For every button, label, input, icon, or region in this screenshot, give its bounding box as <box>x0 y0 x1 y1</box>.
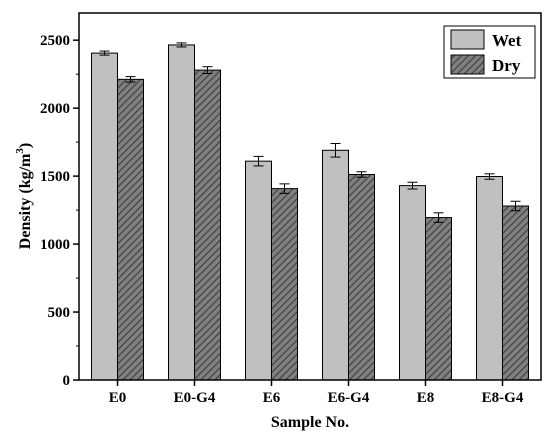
bar-dry <box>502 205 529 381</box>
x-tick-label: E8 <box>417 390 435 406</box>
y-axis-title-close: ) <box>17 143 34 148</box>
y-axis-title-main: Density (kg/m <box>17 153 34 249</box>
bar-wet <box>168 44 195 381</box>
legend-swatch-dry <box>450 54 485 75</box>
y-axis-title-superscript: 3 <box>14 148 26 154</box>
legend-label-dry: Dry <box>492 56 521 75</box>
x-axis: E0 E0-G4 E6 E6-G4 E8 E8-G4 <box>109 380 524 406</box>
bar-dry <box>425 217 452 381</box>
y-tick-label: 0 <box>63 373 71 389</box>
legend-label-wet: Wet <box>492 31 522 50</box>
plot-frame <box>78 12 542 381</box>
bar-wet <box>399 185 426 381</box>
x-tick-label: E0 <box>109 390 127 406</box>
error-bars-layer <box>99 42 521 223</box>
legend: Wet Dry <box>443 25 536 79</box>
bars-layer <box>91 44 529 381</box>
bar-wet <box>322 149 349 381</box>
x-axis-title: Sample No. <box>271 414 349 431</box>
x-tick-label: E6-G4 <box>328 390 370 406</box>
y-tick-label: 2500 <box>40 33 70 49</box>
bar-wet <box>91 52 118 381</box>
legend-swatch-wet <box>450 29 485 50</box>
x-tick-label: E8-G4 <box>482 390 524 406</box>
y-axis-title: Density (kg/m3) <box>14 143 34 249</box>
bar-wet <box>245 160 272 381</box>
bar-dry <box>194 69 221 381</box>
bar-dry <box>348 173 375 381</box>
x-tick-label: E0-G4 <box>174 390 216 406</box>
x-tick-label: E6 <box>263 390 281 406</box>
y-tick-label: 2000 <box>40 101 70 117</box>
y-tick-label: 1500 <box>40 169 70 185</box>
y-axis: 0 500 1000 1500 2000 2500 <box>40 33 79 389</box>
y-tick-label: 500 <box>48 305 71 321</box>
bar-dry <box>117 78 144 381</box>
y-tick-label: 1000 <box>40 237 70 253</box>
bar-dry <box>271 188 298 381</box>
bar-wet <box>476 176 503 381</box>
